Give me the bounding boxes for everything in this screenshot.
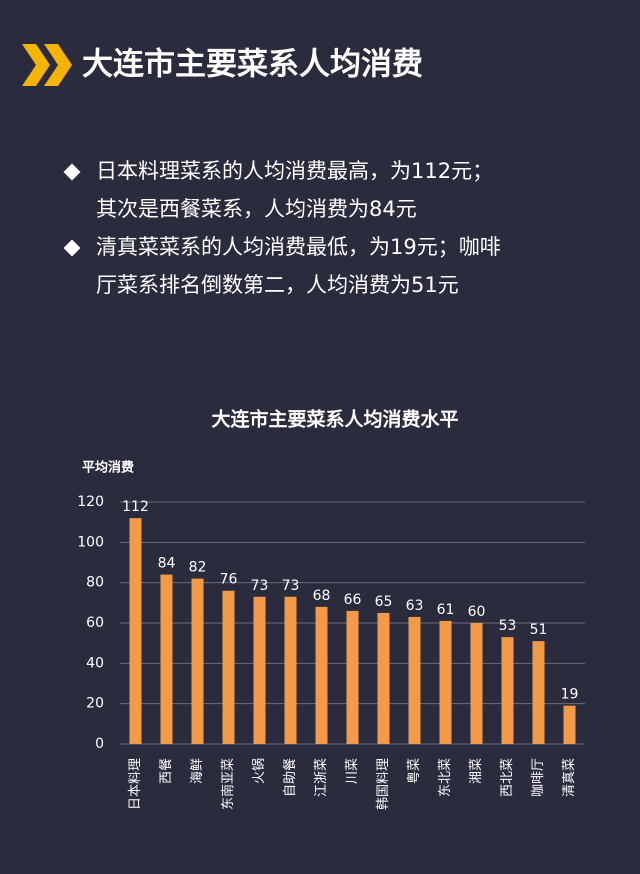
value-label: 51 (530, 622, 548, 638)
bar (377, 612, 390, 744)
value-label: 73 (282, 578, 300, 594)
bullet-text: 清真菜菜系的人均消费最低，为19元；咖啡 (96, 235, 501, 259)
y-axis-label: 平均消费 (82, 460, 134, 476)
bar (470, 623, 483, 744)
x-tick-label: 西餐 (158, 758, 174, 784)
x-tick-label: 清真菜 (562, 758, 577, 797)
bullet-text: 日本料理菜系的人均消费最高，为112元； (96, 159, 493, 183)
x-tick-label: 海鲜 (190, 758, 205, 784)
x-tick-label: 川菜 (345, 758, 360, 784)
bullet-icon (63, 239, 81, 257)
bar (284, 596, 297, 744)
value-label: 68 (313, 588, 331, 604)
value-label: 19 (561, 687, 579, 703)
x-tick-label: 韩国料理 (376, 758, 391, 810)
x-tick-label: 自助餐 (282, 758, 298, 797)
value-label: 60 (468, 604, 486, 620)
x-tick-label: 咖啡厅 (531, 758, 546, 797)
bullet-text: 厅菜系排名倒数第二，人均消费为51元 (96, 273, 459, 297)
bar (346, 610, 359, 744)
bullet-icon (63, 163, 81, 181)
chevron-icon (22, 44, 50, 86)
chart-title: 大连市主要菜系人均消费水平 (211, 408, 458, 431)
value-label: 66 (344, 592, 362, 608)
bullet-text: 其次是西餐菜系，人均消费为84元 (96, 197, 417, 221)
y-tick-label: 20 (86, 696, 104, 712)
bullet-list: 日本料理菜系的人均消费最高，为112元； 其次是西餐菜系，人均消费为84元清真菜菜… (63, 159, 501, 297)
page-title: 大连市主要菜系人均消费 (82, 47, 423, 83)
value-label: 61 (437, 602, 455, 618)
bar (532, 641, 545, 744)
y-tick-label: 80 (86, 575, 104, 591)
bar (191, 578, 204, 744)
value-label: 65 (375, 594, 393, 610)
bar (160, 574, 173, 744)
value-label: 76 (220, 572, 238, 588)
x-tick-label: 湘菜 (469, 758, 484, 784)
y-tick-label: 120 (77, 494, 104, 510)
value-label: 82 (189, 560, 207, 576)
value-label: 112 (122, 499, 149, 515)
x-tick-label: 江浙菜 (314, 758, 329, 797)
x-tick-label: 东南亚菜 (220, 758, 236, 810)
y-tick-label: 60 (86, 615, 104, 631)
bar (439, 620, 452, 744)
bar (222, 590, 235, 744)
bar (408, 616, 421, 744)
y-tick-label: 40 (86, 655, 104, 671)
x-tick-label: 火锅 (251, 758, 267, 784)
value-label: 73 (251, 578, 269, 594)
plot: 0 20 40 60 80 100 120 112 日本料理 84 西餐 82 海鲜 76 东南亚菜 73 火锅… (77, 494, 585, 810)
y-tick-label: 100 (77, 534, 104, 550)
bar (315, 606, 328, 744)
y-tick-label: 0 (95, 736, 104, 752)
bar (563, 705, 576, 744)
value-label: 63 (406, 598, 424, 614)
x-tick-label: 东北菜 (438, 758, 453, 797)
bar (253, 596, 266, 744)
bar (501, 637, 514, 744)
x-tick-label: 日本料理 (128, 758, 143, 810)
value-label: 84 (158, 556, 176, 572)
value-label: 53 (499, 618, 517, 634)
x-tick-label: 西北菜 (500, 758, 515, 797)
x-tick-label: 粤菜 (406, 758, 422, 784)
bar (129, 518, 142, 744)
chevron-icon (44, 44, 72, 86)
